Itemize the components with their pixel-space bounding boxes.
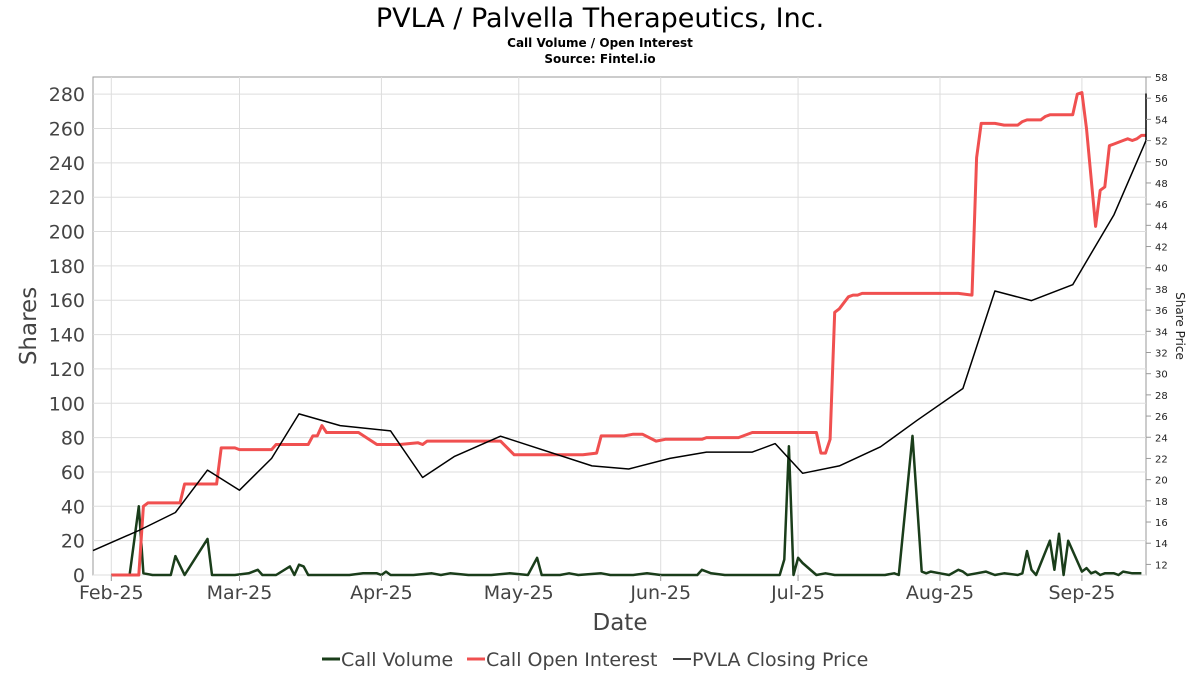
y2-tick-label: 36 <box>1155 306 1168 317</box>
y2-tick-label: 12 <box>1155 560 1168 571</box>
y-tick-label: 80 <box>61 428 85 450</box>
y2-tick-label: 24 <box>1155 433 1168 444</box>
chart-title: PVLA / Palvella Therapeutics, Inc. <box>376 3 824 34</box>
y2-tick-label: 54 <box>1155 115 1168 126</box>
y2-tick-label: 18 <box>1155 497 1168 508</box>
y2-tick-label: 56 <box>1155 94 1168 105</box>
series-line-call-volume <box>111 434 1142 577</box>
y2-axis-title: Share Price <box>1173 292 1187 360</box>
y-tick-label: 0 <box>73 565 85 587</box>
y2-tick-label: 32 <box>1155 348 1168 359</box>
x-tick-label: Aug-25 <box>906 582 974 604</box>
y2-tick-label: 16 <box>1155 518 1168 529</box>
y2-tick-label: 14 <box>1155 539 1168 550</box>
series-layer <box>92 91 1147 577</box>
y2-tick-label: 52 <box>1155 137 1168 148</box>
y2-tick-label: 40 <box>1155 264 1168 275</box>
y2-tick-label: 42 <box>1155 243 1168 254</box>
y-axis-title: Shares <box>16 287 42 365</box>
y-tick-label: 180 <box>49 256 85 278</box>
chart-subtitle-line-1: Call Volume / Open Interest <box>507 36 693 50</box>
x-tick-label: Mar-25 <box>207 582 273 604</box>
y-tick-label: 200 <box>49 222 85 244</box>
y2-tick-label: 38 <box>1155 285 1168 296</box>
x-tick-label: Jun-25 <box>629 582 691 604</box>
x-tick-label: Apr-25 <box>350 582 413 604</box>
legend-label-closing-price: PVLA Closing Price <box>692 649 868 671</box>
series-line-pvla-closing-price <box>92 93 1147 552</box>
y-tick-label: 100 <box>49 393 85 415</box>
y2-tick-label: 30 <box>1155 370 1168 381</box>
plot-area <box>92 76 1147 576</box>
y2-tick-label: 48 <box>1155 179 1168 190</box>
y-tick-label: 40 <box>61 496 85 518</box>
x-tick-label: Feb-25 <box>79 582 144 604</box>
y2-tick-label: 58 <box>1155 73 1168 84</box>
y2-tick-label: 20 <box>1155 476 1168 487</box>
legend-label-call-open-interest: Call Open Interest <box>486 649 658 671</box>
y-tick-label: 260 <box>49 119 85 141</box>
y2-tick-label: 46 <box>1155 200 1168 211</box>
y-tick-label: 60 <box>61 462 85 484</box>
y-tick-label: 240 <box>49 153 85 175</box>
legend: Call Volume Call Open Interest PVLA Clos… <box>322 649 868 671</box>
series-line-call-open-interest <box>111 91 1146 577</box>
y2-tick-label: 34 <box>1155 327 1168 338</box>
y-tick-label: 220 <box>49 187 85 209</box>
y2-tick-label: 22 <box>1155 454 1168 465</box>
chart-subtitle-line-2: Source: Fintel.io <box>544 52 655 66</box>
y-tick-label: 280 <box>49 84 85 106</box>
legend-label-call-volume: Call Volume <box>341 649 453 671</box>
grid-lines <box>93 77 1146 576</box>
y2-tick-label: 50 <box>1155 158 1168 169</box>
y-tick-label: 120 <box>49 359 85 381</box>
y2-tick-label: 44 <box>1155 221 1168 232</box>
y2-tick-label: 28 <box>1155 391 1168 402</box>
axis-layer: 0 20 40 60 80 100 120 140 160 180 200 220 240 260 280 1… <box>49 73 1168 604</box>
y-tick-label: 160 <box>49 290 85 312</box>
y-tick-label: 140 <box>49 325 85 347</box>
x-tick-label: Sep-25 <box>1048 582 1115 604</box>
y2-tick-label: 26 <box>1155 412 1168 423</box>
x-tick-label: Jul-25 <box>770 582 825 604</box>
x-tick-label: May-25 <box>484 582 554 604</box>
y-tick-label: 20 <box>61 531 85 553</box>
x-axis-title: Date <box>593 610 648 636</box>
